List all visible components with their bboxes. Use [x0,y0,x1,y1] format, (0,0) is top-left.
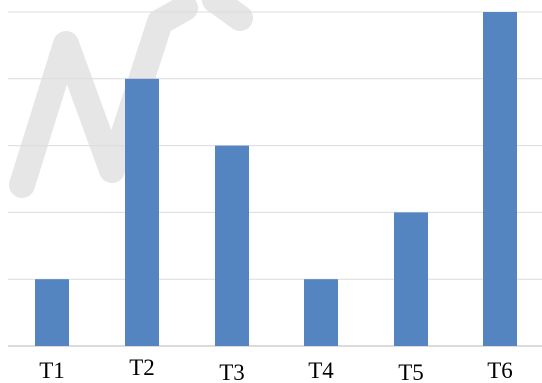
bar-t6 [483,12,517,346]
x-tick-label-t2: T2 [129,355,155,380]
bar-t4 [304,279,338,346]
x-tick-label-t6: T6 [487,358,513,383]
bars [35,12,517,347]
bar-t2 [125,78,159,347]
gridlines [8,11,542,347]
x-tick-label-t4: T4 [308,358,334,383]
x-tick-label-t1: T1 [39,358,65,383]
x-tick-label-t3: T3 [219,360,245,383]
x-tick-label-t5: T5 [398,360,424,383]
bar-t1 [35,279,69,346]
watermark [9,0,253,198]
x-tick-labels: T1 T2 T3 T4 T5 T6 [39,355,513,383]
bar-t5 [394,212,428,346]
bar-t3 [215,145,249,346]
